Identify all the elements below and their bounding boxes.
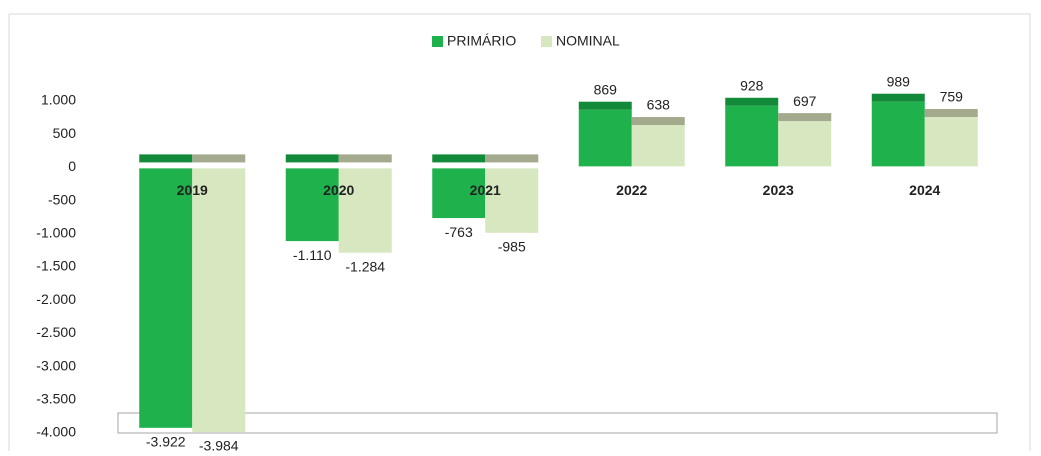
legend-swatch xyxy=(432,36,443,47)
y-tick-label: -4.000 xyxy=(36,424,76,440)
bar xyxy=(338,167,392,253)
bar xyxy=(578,109,632,168)
value-label: -763 xyxy=(445,224,473,240)
bar-cap xyxy=(485,154,539,163)
value-label: 989 xyxy=(887,73,911,89)
bar-cap xyxy=(192,154,246,163)
legend-label: PRIMÁRIO xyxy=(447,33,516,49)
value-label: 928 xyxy=(740,77,764,93)
value-label: -1.284 xyxy=(345,258,385,274)
x-tick-label: 2024 xyxy=(909,182,940,198)
y-tick-label: 1.000 xyxy=(41,92,76,108)
y-tick-label: -2.000 xyxy=(36,291,76,307)
value-label: 697 xyxy=(793,93,817,109)
value-label: -3.984 xyxy=(199,438,239,451)
bar-cap xyxy=(139,154,193,163)
bar-cap xyxy=(778,113,832,122)
bar-cap xyxy=(631,117,685,126)
x-tick-label: 2020 xyxy=(323,182,354,198)
y-tick-label: 0 xyxy=(68,158,76,174)
value-label: 759 xyxy=(940,89,964,105)
bar xyxy=(285,167,339,242)
y-tick-label: -3.500 xyxy=(36,391,76,407)
bar xyxy=(778,121,832,168)
bar-cap xyxy=(871,93,925,102)
bar-cap xyxy=(924,109,978,118)
x-tick-label: 2023 xyxy=(763,182,794,198)
legend-swatch xyxy=(541,36,552,47)
y-tick-label: -1.000 xyxy=(36,225,76,241)
x-tick-label: 2019 xyxy=(177,182,208,198)
value-label: -3.922 xyxy=(146,434,186,450)
bar xyxy=(485,167,539,233)
bar xyxy=(871,101,925,168)
y-tick-label: -2.500 xyxy=(36,324,76,340)
bar xyxy=(192,167,246,432)
bar xyxy=(725,105,779,168)
bar xyxy=(924,117,978,168)
bar-cap xyxy=(285,154,339,163)
y-tick-label: 500 xyxy=(53,125,77,141)
y-tick-label: -1.500 xyxy=(36,258,76,274)
x-tick-label: 2022 xyxy=(616,182,647,198)
legend-label: NOMINAL xyxy=(556,33,620,49)
floor xyxy=(117,412,998,434)
bar xyxy=(432,167,486,219)
y-tick-label: -500 xyxy=(48,191,76,207)
value-label: 869 xyxy=(594,81,618,97)
bar-cap xyxy=(578,101,632,110)
value-label: -985 xyxy=(498,239,526,255)
value-label: -1.110 xyxy=(293,247,332,263)
bar xyxy=(139,167,193,428)
x-tick-label: 2021 xyxy=(470,182,501,198)
bar-cap xyxy=(338,154,392,163)
bar xyxy=(631,125,685,168)
value-label: 638 xyxy=(647,97,671,113)
y-tick-label: -3.000 xyxy=(36,357,76,373)
bar-cap xyxy=(725,97,779,106)
bar-cap xyxy=(432,154,486,163)
